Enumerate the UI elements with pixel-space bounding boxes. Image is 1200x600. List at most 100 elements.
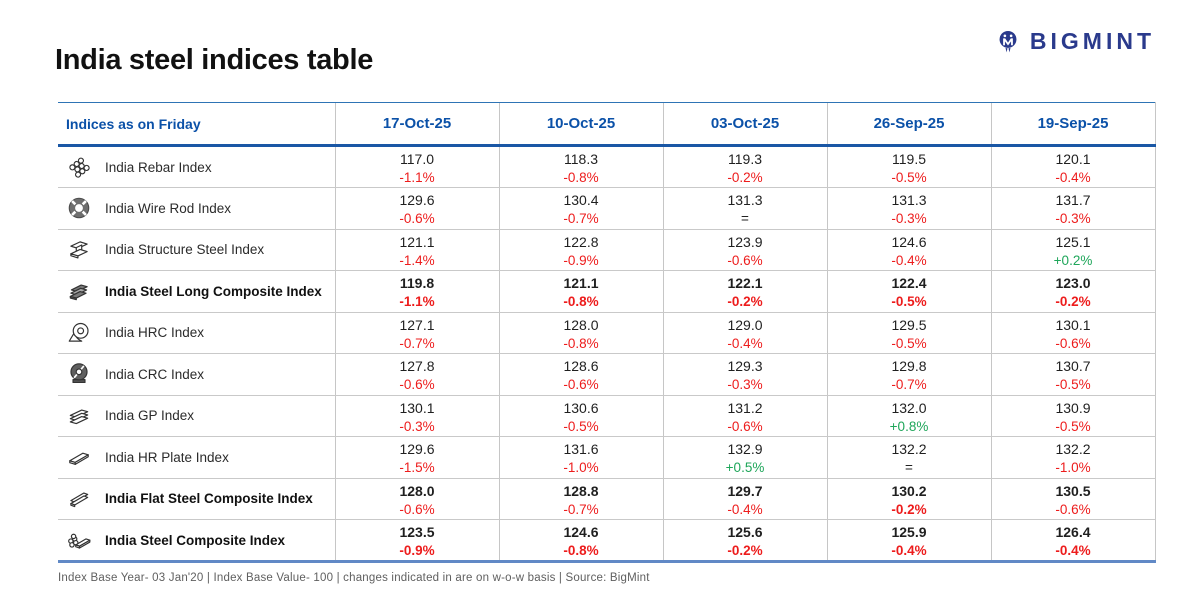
wow-change: +0.2% (1053, 252, 1093, 268)
index-value: 123.0 (1055, 275, 1091, 291)
row-label: India Steel Composite Index (105, 532, 286, 548)
wow-change: -0.4% (1055, 170, 1091, 185)
wow-change: -0.6% (399, 211, 435, 226)
value-cell: 129.3 -0.3% (662, 353, 827, 396)
index-name-cell: India HRC Index (58, 312, 335, 354)
wow-change: -0.7% (563, 211, 599, 226)
bigmint-logo: BIGMINT (995, 28, 1155, 55)
index-name-cell: India Steel Composite Index (58, 519, 335, 563)
wow-change: -0.4% (1055, 543, 1091, 558)
value-cell: 125.6 -0.2% (662, 519, 827, 563)
column-header-date-4: 26-Sep-25 (826, 102, 991, 147)
index-value: 129.6 (399, 441, 435, 457)
value-cell: 125.9 -0.4% (826, 519, 991, 563)
index-value: 117.0 (400, 151, 434, 167)
row-label: India Rebar Index (105, 159, 212, 175)
hrc-coil-icon (66, 320, 92, 346)
value-cell: 120.1 -0.4% (990, 145, 1156, 188)
flat-steel-composite-icon (66, 486, 92, 512)
wow-change: -0.5% (1055, 418, 1091, 434)
wow-change: = (741, 211, 749, 226)
value-cell: 129.0 -0.4% (662, 312, 827, 354)
row-label: India Flat Steel Composite Index (105, 491, 313, 507)
value-cell: 130.7 -0.5% (990, 353, 1156, 396)
index-value: 130.6 (563, 399, 599, 416)
wow-change: -0.6% (399, 377, 435, 392)
index-value: 124.6 (891, 233, 927, 250)
index-name-cell: India Rebar Index (58, 145, 335, 188)
wow-change: +0.8% (889, 418, 929, 434)
value-cell: 130.2 -0.2% (826, 478, 991, 520)
value-cell: 130.1 -0.6% (990, 312, 1156, 354)
value-cell: 130.9 -0.5% (990, 395, 1156, 437)
index-value: 130.2 (891, 482, 927, 499)
wow-change: -0.3% (399, 418, 435, 434)
hr-plate-icon (66, 444, 92, 470)
index-value: 131.6 (563, 441, 599, 457)
wow-change: -0.2% (727, 294, 763, 309)
table-row: India HRC Index 127.1 -0.7% 128.0 -0.8% 129.0… (58, 312, 1156, 354)
index-name-cell: India GP Index (58, 395, 335, 437)
value-cell: 124.6 -0.4% (826, 229, 991, 271)
index-value: 131.3 (891, 192, 927, 208)
wow-change: -1.1% (399, 170, 435, 185)
wow-change: -0.2% (891, 501, 927, 517)
value-cell: 126.4 -0.4% (990, 519, 1156, 563)
wire-rod-icon (66, 195, 92, 221)
index-value: 119.8 (399, 275, 435, 291)
row-label: India Structure Steel Index (105, 242, 265, 258)
wow-change: -0.7% (891, 377, 927, 392)
value-cell: 125.1 +0.2% (990, 229, 1156, 271)
index-value: 121.1 (399, 233, 435, 250)
index-value: 121.1 (563, 275, 599, 291)
index-value: 132.2 (1055, 441, 1091, 457)
index-value: 128.0 (563, 316, 599, 333)
row-label: India HR Plate Index (105, 449, 229, 465)
value-cell: 128.0 -0.6% (334, 478, 499, 520)
value-cell: 119.5 -0.5% (826, 145, 991, 188)
wow-change: -0.7% (399, 335, 435, 351)
index-value: 130.1 (399, 399, 435, 416)
wow-change: -0.2% (727, 543, 763, 558)
index-value: 132.0 (891, 399, 927, 416)
index-value: 118.3 (564, 151, 598, 167)
index-value: 128.6 (563, 358, 599, 374)
wow-change: -0.4% (891, 543, 927, 558)
value-cell: 118.3 -0.8% (498, 145, 663, 188)
index-name-cell: India Steel Long Composite Index (58, 270, 335, 313)
wow-change: -0.4% (727, 335, 763, 351)
index-value: 130.9 (1055, 399, 1091, 416)
value-cell: 121.1 -1.4% (334, 229, 499, 271)
index-value: 130.1 (1055, 316, 1091, 333)
wow-change: -0.3% (727, 377, 763, 392)
wow-change: -0.6% (727, 252, 763, 268)
table-corner-header: Indices as on Friday (58, 102, 335, 147)
wow-change: -1.1% (399, 294, 435, 309)
wow-change: -0.5% (563, 418, 599, 434)
wow-change: -0.7% (563, 501, 599, 517)
value-cell: 128.0 -0.8% (498, 312, 663, 354)
index-value: 122.4 (891, 275, 927, 291)
table-row: India Steel Long Composite Index 119.8 -1.… (58, 270, 1156, 313)
value-cell: 129.5 -0.5% (826, 312, 991, 354)
index-value: 129.6 (399, 192, 435, 208)
structure-steel-icon (66, 237, 92, 263)
wow-change: -0.8% (563, 543, 599, 558)
wow-change: -0.5% (891, 170, 927, 185)
index-value: 129.5 (891, 316, 927, 333)
index-name-cell: India Structure Steel Index (58, 229, 335, 271)
index-value: 125.1 (1055, 233, 1091, 250)
index-value: 123.9 (727, 233, 763, 250)
value-cell: 119.8 -1.1% (334, 270, 499, 313)
brand-name: BIGMINT (1029, 28, 1155, 54)
value-cell: 130.1 -0.3% (334, 395, 499, 437)
wow-change: -0.8% (563, 170, 599, 185)
wow-change: -0.2% (727, 170, 763, 185)
wow-change: = (905, 460, 913, 475)
index-name-cell: India HR Plate Index (58, 436, 335, 479)
value-cell: 121.1 -0.8% (498, 270, 663, 313)
value-cell: 130.6 -0.5% (498, 395, 663, 437)
value-cell: 123.5 -0.9% (334, 519, 499, 563)
wow-change: -1.0% (1055, 460, 1091, 475)
value-cell: 132.2 -1.0% (990, 436, 1156, 479)
